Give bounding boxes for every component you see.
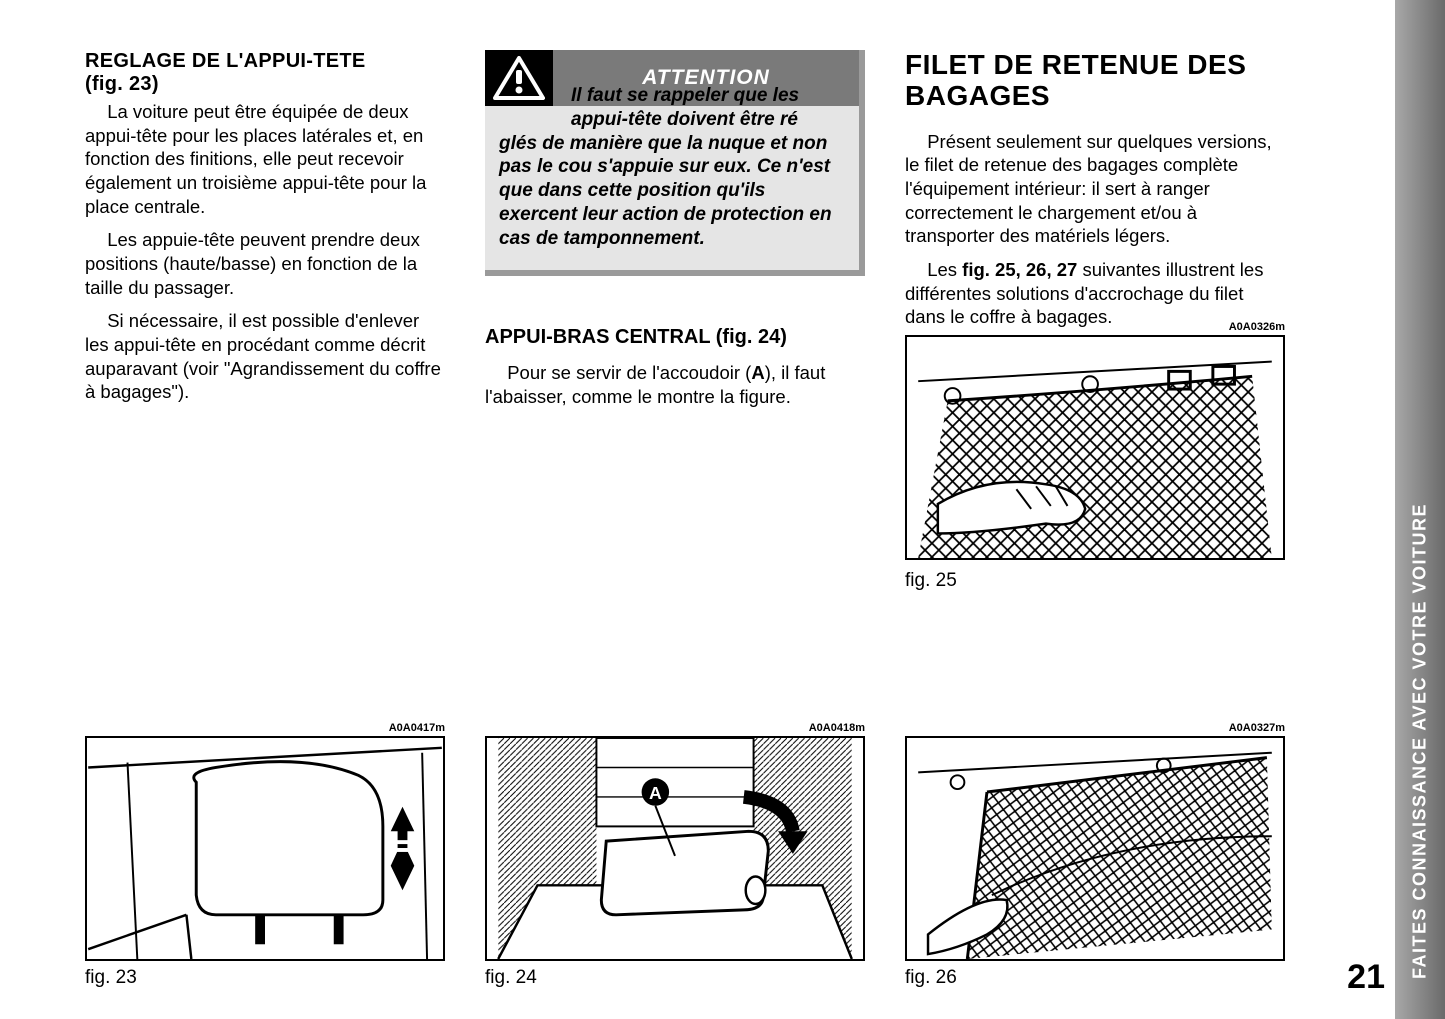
fig24-caption: fig. 24 bbox=[485, 967, 865, 989]
col2-p1a: Pour se servir de l'accoudoir ( bbox=[507, 362, 751, 383]
warning-box: ATTENTION Il faut se rappeler que les ap… bbox=[485, 50, 865, 276]
figure-23: A0A0417m bbox=[85, 722, 445, 989]
subheading-appui-bras: APPUI-BRAS CENTRAL (fig. 24) bbox=[485, 326, 865, 349]
heading-reglage: REGLAGE DE L'APPUI-TETE (fig. 23) bbox=[85, 50, 445, 96]
fig26-code: A0A0327m bbox=[905, 722, 1285, 734]
heading-figref: (fig. 23) bbox=[85, 73, 159, 95]
col1-p1: La voiture peut être équipée de deux app… bbox=[85, 100, 445, 218]
figure-26: A0A0327m bbox=[905, 722, 1285, 989]
heading-text: REGLAGE DE L'APPUI-TETE bbox=[85, 50, 366, 72]
fig23-image bbox=[85, 736, 445, 961]
page-number: 21 bbox=[1347, 958, 1385, 997]
fig25-code: A0A0326m bbox=[905, 321, 1285, 333]
fig26-caption: fig. 26 bbox=[905, 967, 1285, 989]
heading-filet: FILET DE RETENUE DES BAGAGES bbox=[905, 50, 1285, 112]
fig23-code: A0A0417m bbox=[85, 722, 445, 734]
col3-p2b: fig. 25, 26, 27 bbox=[962, 259, 1077, 280]
warning-rest: glés de manière que la nuque et non pas … bbox=[499, 133, 832, 249]
chapter-tab-label: FAITES CONNAISSANCE AVEC VOTRE VOITURE bbox=[1410, 463, 1431, 1019]
fig23-caption: fig. 23 bbox=[85, 967, 445, 989]
col3-p2a: Les bbox=[927, 259, 962, 280]
svg-text:A: A bbox=[649, 783, 662, 803]
fig24-code: A0A0418m bbox=[485, 722, 865, 734]
fig25-image bbox=[905, 335, 1285, 560]
fig26-image bbox=[905, 736, 1285, 961]
warning-triangle-icon bbox=[485, 50, 553, 106]
fig24-image: A bbox=[485, 736, 865, 961]
col3-p1: Présent seulement sur quelques versions,… bbox=[905, 130, 1285, 248]
chapter-tab: FAITES CONNAISSANCE AVEC VOTRE VOITURE bbox=[1395, 0, 1445, 1019]
fig25-caption: fig. 25 bbox=[905, 570, 1285, 592]
figure-24: A0A0418m bbox=[485, 722, 865, 989]
col2-p1-label-A: A bbox=[751, 362, 764, 383]
col1-p3: Si nécessaire, il est possible d'enlever… bbox=[85, 309, 445, 404]
col2-p1: Pour se servir de l'accoudoir (A), il fa… bbox=[485, 361, 865, 408]
warning-body: Il faut se rappeler que les appui-tête d… bbox=[485, 106, 859, 270]
col3-p2: Les fig. 25, 26, 27 suivantes illustrent… bbox=[905, 258, 1285, 329]
col1-p2: Les appuie-tête peuvent prendre deux pos… bbox=[85, 228, 445, 299]
